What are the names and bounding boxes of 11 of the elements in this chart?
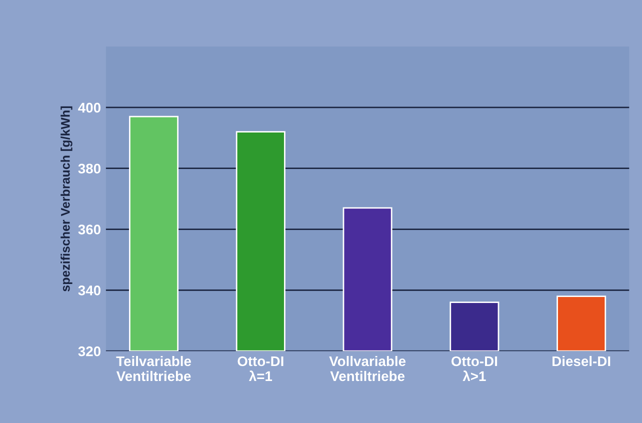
y-tick-label: 400 [78,102,100,113]
y-tick-label: 320 [78,346,100,356]
x-tick-label: Diesel-DI [552,356,610,366]
x-tick-label: Teilvariable Ventiltriebe [116,356,191,382]
y-tick-label: 340 [78,286,100,296]
x-tick-label: Otto-DI λ>1 [451,356,498,381]
y-axis-title: spezifischer Verbrauch [g/kWh] [60,106,72,292]
x-tick-label: Otto-DI λ=1 [238,356,284,381]
x-tick-label: Vollvariable Ventiltriebe [329,356,406,382]
y-tick-label: 380 [78,164,100,174]
y-tick-label: 360 [78,224,100,234]
